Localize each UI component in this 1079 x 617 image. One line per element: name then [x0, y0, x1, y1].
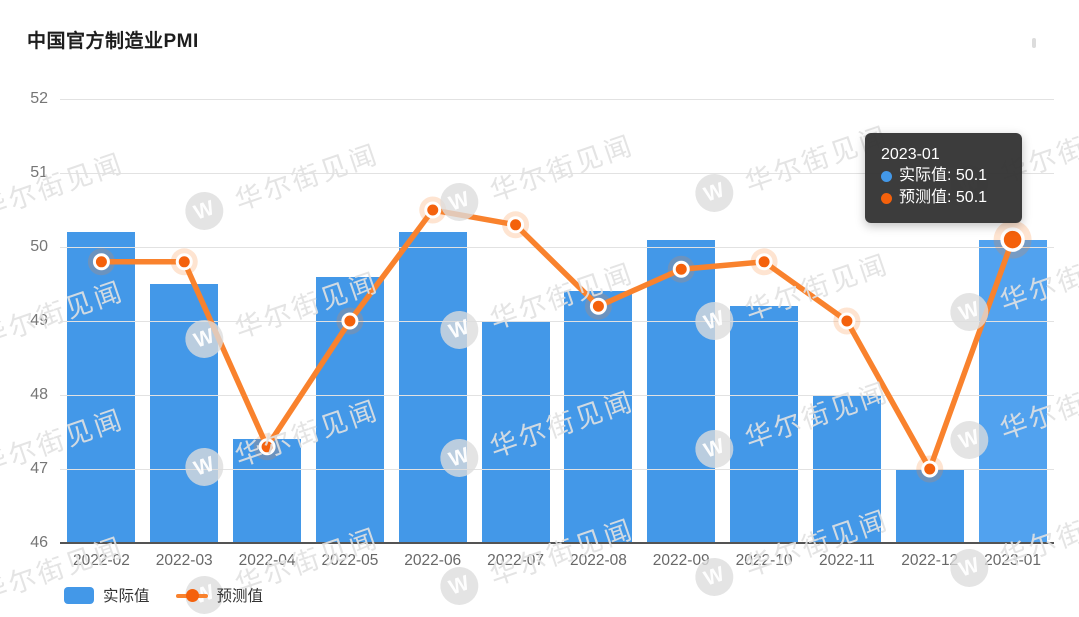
bar-2022-08[interactable]: [564, 291, 633, 543]
x-axis-label-2022-04: 2022-04: [238, 552, 296, 569]
x-axis-label-2022-07: 2022-07: [487, 552, 545, 569]
bar-2022-07[interactable]: [481, 321, 550, 543]
forecast-point-2022-03[interactable]: [175, 253, 193, 271]
bar-2022-04[interactable]: [233, 439, 302, 543]
y-axis-label-46: 46: [30, 534, 48, 551]
bar-2022-06[interactable]: [398, 232, 467, 543]
y-axis-label-50: 50: [30, 238, 48, 255]
forecast-point-2022-07[interactable]: [507, 216, 525, 234]
legend-label-actual: 实际值: [103, 588, 150, 605]
legend: 实际值 预测值: [64, 584, 263, 606]
x-axis-line: [60, 542, 1054, 544]
forecast-point-2023-01[interactable]: [1000, 227, 1025, 252]
tooltip-forecast-text: 预测值: 50.1: [899, 189, 988, 206]
y-axis-label-49: 49: [30, 312, 48, 329]
x-axis-label-2022-12: 2022-12: [901, 552, 959, 569]
forecast-series-dot-icon: [881, 192, 892, 204]
y-axis-label-47: 47: [30, 460, 48, 477]
x-axis-label-2022-05: 2022-05: [321, 552, 379, 569]
gridline-52: [60, 99, 1054, 100]
forecast-dot-icon: [185, 588, 199, 602]
gridline-49: [60, 321, 1054, 322]
x-axis-label-2022-08: 2022-08: [569, 552, 627, 569]
y-axis-label-51: 51: [30, 164, 48, 181]
tooltip-title: 2023-01: [881, 146, 940, 163]
bar-2022-12[interactable]: [895, 469, 964, 543]
forecast-point-2022-02[interactable]: [92, 253, 110, 271]
x-axis-label-2022-06: 2022-06: [404, 552, 462, 569]
y-axis-label-52: 52: [30, 90, 48, 107]
x-axis-label-2022-02: 2022-02: [72, 552, 130, 569]
forecast-series-swatch: [175, 587, 208, 604]
forecast-point-2022-08[interactable]: [589, 297, 607, 315]
forecast-point-2022-06[interactable]: [424, 201, 442, 219]
forecast-point-2022-05[interactable]: [341, 312, 359, 330]
tooltip-actual-text: 实际值: 50.1: [899, 167, 988, 184]
gridline-48: [60, 395, 1054, 396]
forecast-point-2022-09[interactable]: [672, 260, 690, 278]
actual-series-dot-icon: [881, 170, 892, 182]
gridline-51: [60, 173, 1054, 174]
chart-title: 中国官方制造业PMI: [27, 31, 199, 52]
forecast-line: [98, 207, 1016, 472]
toolbox-icon[interactable]: [1032, 38, 1036, 48]
x-axis-label-2022-09: 2022-09: [652, 552, 710, 569]
legend-item-actual[interactable]: 实际值: [64, 584, 150, 606]
legend-label-forecast: 预测值: [216, 588, 264, 605]
forecast-point-2022-11[interactable]: [838, 312, 856, 330]
x-axis-label-2022-03: 2022-03: [155, 552, 213, 569]
gridline-50: [60, 247, 1054, 248]
x-axis-label-2022-11: 2022-11: [819, 552, 875, 569]
forecast-point-2022-10[interactable]: [755, 253, 773, 271]
bar-2022-10[interactable]: [730, 306, 799, 543]
legend-item-forecast[interactable]: 预测值: [175, 584, 264, 606]
gridline-47: [60, 469, 1054, 470]
forecast-point-2022-12[interactable]: [921, 460, 939, 478]
bar-2022-09[interactable]: [647, 239, 716, 543]
y-axis-label-48: 48: [30, 386, 48, 403]
x-axis-label-2023-01: 2023-01: [984, 552, 1042, 569]
bar-2022-02[interactable]: [67, 232, 136, 543]
tooltip-row-forecast: 预测值: 50.1: [881, 187, 1006, 209]
tooltip-row-actual: 实际值: 50.1: [881, 165, 1006, 187]
forecast-line-layer: [87, 196, 1032, 483]
forecast-point-2022-04[interactable]: [258, 438, 276, 456]
x-axis-label-2022-10: 2022-10: [735, 552, 793, 569]
actual-series-swatch: [64, 586, 94, 604]
tooltip: 2023-01 实际值: 50.1 预测值: 50.1: [865, 133, 1022, 223]
